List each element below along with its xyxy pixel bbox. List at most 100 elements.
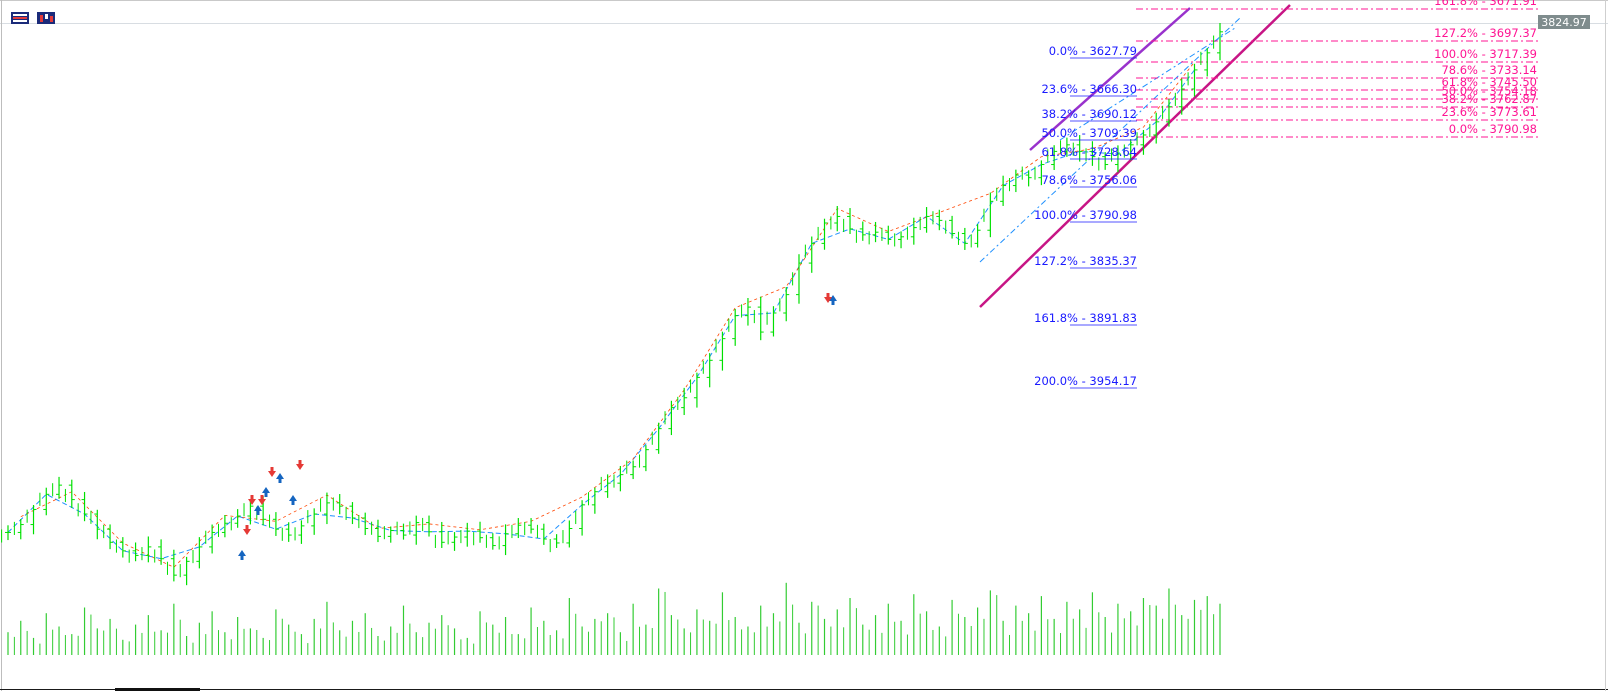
candle — [141, 536, 152, 563]
fib-left-level[interactable]: 78.6% - 3756.06 — [1041, 173, 1137, 188]
buy-arrow-icon — [262, 487, 270, 497]
fib-left-level[interactable]: 38.2% - 3690.12 — [1041, 107, 1137, 122]
channel-lower-line[interactable] — [979, 4, 1291, 308]
fib-left-level[interactable]: 50.0% - 3709.39 — [1041, 126, 1137, 141]
candle — [154, 539, 165, 565]
candle — [817, 218, 828, 250]
candle — [792, 254, 802, 304]
fib-right-label: 0.0% - 3790.98 — [1449, 122, 1537, 136]
candle — [1123, 139, 1134, 161]
candle — [881, 225, 892, 245]
fib-right-label: 50.0% - 3754.18 — [1441, 84, 1537, 98]
candle — [1021, 166, 1032, 187]
current-price-tag: 3824.97 — [1538, 15, 1590, 29]
fib-left-label: 200.0% - 3954.17 — [1034, 374, 1137, 388]
fib-left-level[interactable]: 200.0% - 3954.17 — [1034, 374, 1137, 389]
sell-arrow-icon — [258, 495, 266, 505]
fib-left-level[interactable]: 161.8% - 3891.83 — [1034, 311, 1137, 326]
candle — [626, 460, 637, 480]
candle — [753, 296, 764, 341]
candle — [434, 521, 445, 548]
candle — [52, 476, 63, 499]
candle — [218, 515, 228, 538]
candle — [741, 297, 751, 326]
candle — [294, 520, 305, 544]
candle — [957, 227, 968, 250]
candle — [906, 217, 917, 245]
candle — [868, 221, 879, 245]
candle — [804, 236, 815, 273]
sell-arrow-icon — [248, 495, 256, 505]
channel-midline-2 — [1059, 27, 1236, 141]
candle — [332, 494, 343, 515]
sell-arrow-icon — [243, 525, 251, 535]
candle — [1072, 135, 1083, 162]
buy-arrow-icon — [254, 505, 262, 515]
fib-left-level[interactable]: 23.6% - 3666.30 — [1041, 82, 1137, 97]
candle — [320, 492, 330, 525]
candle — [409, 515, 420, 545]
candle — [830, 205, 841, 232]
candle — [613, 465, 624, 492]
fib-left-level[interactable]: 127.2% - 3835.37 — [1034, 254, 1137, 269]
buy-arrow-icon — [238, 550, 246, 560]
sell-arrow-icon — [296, 460, 304, 470]
fib-left-level[interactable]: 100.0% - 3790.98 — [1034, 208, 1137, 223]
candle — [345, 502, 356, 525]
candle — [1187, 63, 1198, 97]
chart-type-icon[interactable] — [37, 12, 55, 24]
candle — [690, 372, 700, 408]
candle — [1149, 112, 1160, 144]
candle — [651, 422, 662, 454]
current-price-value: 3824.97 — [1541, 16, 1587, 29]
candle — [39, 487, 50, 516]
fib-right-label: 38.2% - 3762.87 — [1441, 92, 1537, 106]
candle — [205, 524, 216, 554]
candle — [1060, 137, 1070, 157]
fib-right-label: 61.8% - 3745.50 — [1441, 75, 1537, 89]
candle — [77, 491, 88, 522]
fib-left-level[interactable]: 61.8% - 3728.64 — [1041, 145, 1137, 160]
candle — [307, 508, 318, 535]
fib-left-level[interactable]: 0.0% - 3627.79 — [1049, 44, 1137, 59]
candle — [1034, 160, 1045, 186]
candle — [26, 504, 37, 535]
candle — [511, 518, 522, 539]
fib-right-label: 161.8% - 3671.91 — [1434, 0, 1537, 8]
candle — [1098, 152, 1109, 171]
fib-left-label: 127.2% - 3835.37 — [1034, 254, 1137, 268]
candle — [766, 306, 777, 337]
candle — [166, 549, 177, 582]
candle — [983, 192, 994, 238]
candle — [945, 215, 956, 239]
candle — [473, 521, 484, 546]
candle — [1136, 129, 1147, 155]
candle — [843, 208, 854, 234]
list-icon[interactable] — [11, 12, 29, 24]
candle — [1213, 23, 1223, 61]
candle — [919, 207, 930, 233]
candle — [728, 308, 739, 346]
candle — [358, 512, 369, 536]
candle — [600, 474, 611, 498]
zigzag-alt-line — [20, 61, 1195, 568]
fib-left-label: 0.0% - 3627.79 — [1049, 44, 1137, 58]
fib-left-label: 61.8% - 3728.64 — [1041, 145, 1137, 159]
channel-upper-line[interactable] — [1029, 7, 1191, 151]
candle — [894, 231, 905, 249]
candle — [855, 221, 866, 243]
fib-left-label: 38.2% - 3690.12 — [1041, 107, 1137, 121]
buy-arrow-icon — [276, 473, 284, 483]
buy-arrow-icon — [829, 295, 837, 305]
candle — [639, 445, 649, 472]
candle — [1008, 169, 1019, 193]
fib-right-label: 78.6% - 3733.14 — [1441, 63, 1537, 77]
candle — [64, 479, 75, 508]
candle — [1162, 98, 1172, 127]
candle — [498, 524, 509, 556]
candle — [536, 523, 547, 545]
sell-arrow-icon — [268, 467, 276, 477]
candle — [243, 499, 254, 525]
